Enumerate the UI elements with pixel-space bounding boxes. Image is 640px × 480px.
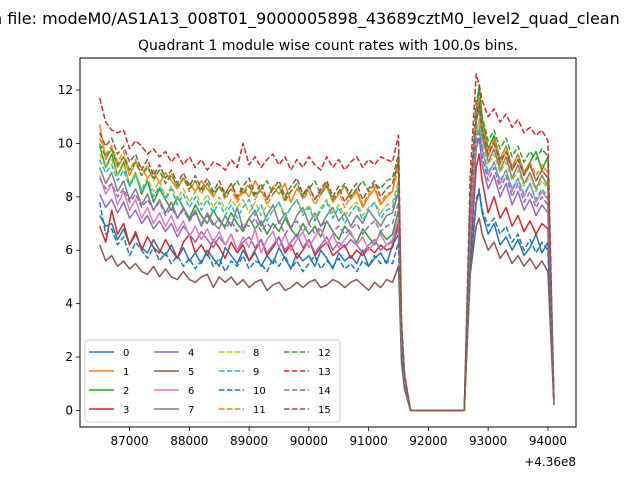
legend-label-5: 5: [188, 367, 194, 378]
series-line-8: [99, 118, 555, 412]
x-axis-offset-label: +4.36e8: [524, 455, 576, 469]
y-tick-label: 4: [65, 297, 73, 311]
legend-label-15: 15: [318, 405, 331, 416]
x-axis: 87000 88000 89000 90000 91000 92000 93000 94000: [111, 427, 567, 448]
legend-label-14: 14: [318, 386, 331, 397]
legend-label-7: 7: [188, 405, 194, 416]
legend-label-13: 13: [318, 367, 331, 378]
series-line-14: [99, 132, 555, 412]
legend-label-12: 12: [318, 348, 331, 359]
legend-label-6: 6: [188, 386, 194, 397]
x-tick-label: 91000: [350, 434, 388, 448]
figure-suptitle: n file: modeM0/AS1A13_008T01_9000005898_…: [0, 9, 620, 29]
legend-label-3: 3: [123, 405, 129, 416]
x-tick-label: 93000: [469, 434, 507, 448]
chart-title: Quadrant 1 module wise count rates with …: [138, 38, 518, 54]
x-tick-label: 94000: [529, 434, 567, 448]
y-tick-label: 0: [65, 403, 73, 417]
series-line-6: [98, 118, 555, 412]
y-tick-label: 6: [65, 243, 73, 257]
series-line-10: [98, 188, 555, 412]
x-tick-label: 90000: [290, 434, 328, 448]
x-tick-label: 88000: [170, 434, 208, 448]
series-line-15: [99, 102, 555, 412]
x-tick-label: 89000: [230, 434, 268, 448]
legend-box: [84, 339, 341, 423]
legend-label-4: 4: [188, 348, 194, 359]
plot-frame: [79, 57, 577, 428]
series-line-13: [98, 73, 555, 412]
y-tick-label: 8: [65, 190, 73, 204]
y-tick-label: 2: [65, 350, 73, 364]
x-tick-label: 92000: [409, 434, 447, 448]
legend-label-8: 8: [253, 348, 259, 359]
series-line-9: [99, 126, 555, 412]
x-tick-label: 87000: [111, 434, 149, 448]
legend-label-10: 10: [253, 386, 266, 397]
legend-label-11: 11: [253, 405, 266, 416]
y-tick-label: 12: [58, 83, 73, 97]
series-line-5: [98, 217, 555, 412]
series-line-11: [98, 97, 555, 412]
series-line-12: [99, 89, 555, 412]
series-line-3: [98, 153, 555, 412]
y-axis: 0 2 4 6 8 10 12: [58, 83, 80, 417]
y-tick-label: 10: [58, 136, 73, 150]
legend-label-2: 2: [123, 386, 129, 397]
series-layer: [98, 73, 555, 412]
legend-label-1: 1: [123, 367, 129, 378]
legend-label-9: 9: [253, 367, 259, 378]
legend-label-0: 0: [123, 348, 129, 359]
